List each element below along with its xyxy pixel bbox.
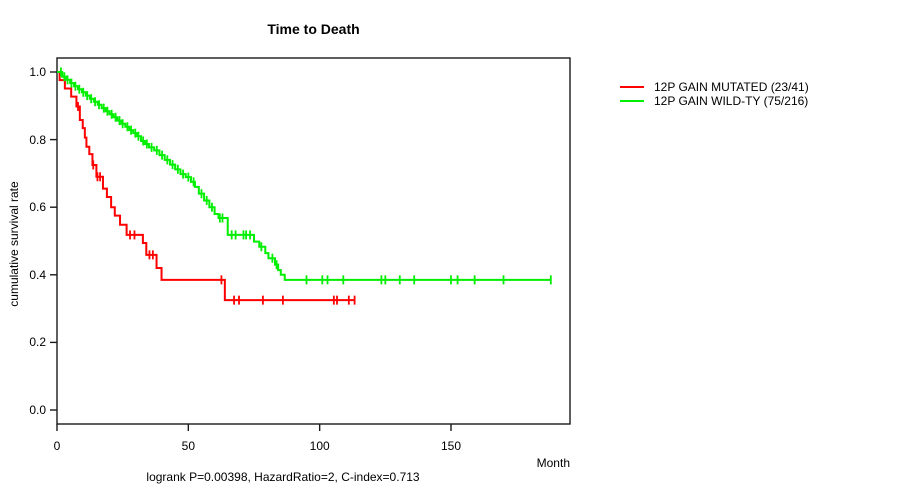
x-axis-title: Month: [536, 456, 570, 470]
y-tick-label: 0.0: [29, 403, 46, 417]
y-axis-title: cumulative survival rate: [7, 181, 21, 307]
survival-curve: [57, 71, 551, 281]
x-tick-label: 0: [53, 439, 61, 453]
y-tick-label: 0.8: [29, 132, 46, 147]
y-tick-label: 0.2: [29, 335, 46, 350]
legend: 12P GAIN MUTATED (23/41) 12P GAIN WILD-TY…: [620, 80, 809, 108]
x-tick-label: 50: [181, 439, 195, 453]
legend-row: 12P GAIN WILD-TY (75/216): [620, 94, 809, 108]
stats-annotation: logrank P=0.00398, HazardRatio=2, C-inde…: [146, 470, 420, 484]
x-tick-label: 100: [309, 439, 330, 453]
x-tick-label: 150: [440, 439, 462, 453]
chart-title: Time to Death: [267, 21, 360, 37]
y-tick-label: 0.4: [29, 267, 46, 282]
legend-line-swatch: [620, 100, 644, 102]
y-tick-label: 0.6: [29, 200, 46, 215]
y-tick-label: 1.0: [29, 65, 46, 79]
legend-line-swatch: [620, 86, 644, 88]
legend-label: 12P GAIN WILD-TY (75/216): [654, 94, 809, 108]
legend-row: 12P GAIN MUTATED (23/41): [620, 80, 809, 94]
legend-label: 12P GAIN MUTATED (23/41): [654, 80, 809, 94]
plot-box: [56, 57, 571, 425]
